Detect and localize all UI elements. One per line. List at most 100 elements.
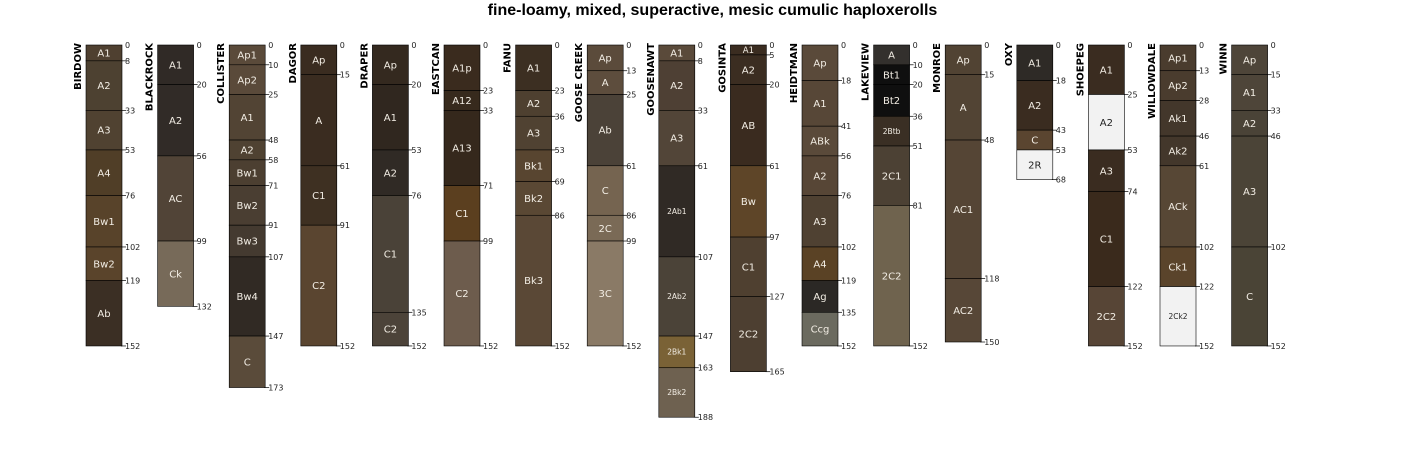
horizon-c2 xyxy=(300,224,338,347)
horizon-label: Ak1 xyxy=(1169,114,1188,125)
horizon-label: 2C xyxy=(599,224,612,235)
horizon-label: A2 xyxy=(97,81,110,92)
horizon-label: A2 xyxy=(670,81,683,92)
horizon-label: A4 xyxy=(97,168,110,179)
horizon-label: C1 xyxy=(1100,235,1113,246)
depth-label: 25 xyxy=(1127,91,1137,100)
horizon-label: A1p xyxy=(452,63,472,74)
horizon-2ck2 xyxy=(1159,286,1197,347)
horizon-ck xyxy=(157,240,194,307)
horizon-label: Ap1 xyxy=(237,51,257,62)
depth-label: 61 xyxy=(1199,162,1209,171)
depth-label: 122 xyxy=(1199,283,1214,292)
depth-label: 25 xyxy=(268,91,278,100)
horizon-label: 2Ck2 xyxy=(1168,312,1187,321)
depth-label: 43 xyxy=(1056,126,1066,135)
depth-label: 13 xyxy=(626,67,636,76)
depth-label: 0 xyxy=(411,41,416,50)
horizon-label: A1 xyxy=(241,113,254,124)
depth-label: 0 xyxy=(769,41,774,50)
depth-label: 0 xyxy=(1056,41,1061,50)
horizon-label: Ccg xyxy=(811,325,830,336)
depth-label: 91 xyxy=(268,221,278,230)
horizon-label: Bw xyxy=(741,197,756,208)
horizon-label: A xyxy=(888,51,895,62)
horizon-ap xyxy=(801,44,839,81)
depth-label: 5 xyxy=(769,51,774,60)
horizon-bk3 xyxy=(515,214,552,347)
horizon-a1 xyxy=(157,44,194,85)
horizon-abk xyxy=(801,125,839,157)
depth-label: 147 xyxy=(698,332,713,341)
horizon-bw xyxy=(730,165,767,238)
depth-label: 41 xyxy=(841,122,851,131)
horizon-ab xyxy=(85,280,123,347)
horizon-label: C1 xyxy=(312,191,325,202)
horizon-label: Bw1 xyxy=(93,217,114,228)
horizon-a3 xyxy=(1231,135,1268,248)
depth-label: 107 xyxy=(698,253,713,262)
depth-label: 173 xyxy=(268,384,283,393)
depth-label: 36 xyxy=(555,112,565,121)
horizon-label: C xyxy=(1031,136,1038,147)
depth-label: 28 xyxy=(1199,96,1209,105)
depth-label: 46 xyxy=(1271,132,1281,141)
depth-label: 0 xyxy=(268,41,273,50)
depth-label: 0 xyxy=(125,41,130,50)
horizon-a xyxy=(300,74,338,167)
depth-label: 76 xyxy=(841,191,851,200)
horizon-label: AC2 xyxy=(953,306,973,317)
horizon-label: C1 xyxy=(742,262,755,273)
horizon-label: A1 xyxy=(1028,58,1041,69)
horizon-label: A1 xyxy=(384,113,397,124)
horizon-label: Ap1 xyxy=(1168,53,1188,64)
depth-label: 18 xyxy=(1056,77,1066,86)
profile-name: EASTCAN xyxy=(431,43,442,95)
horizon-label: A3 xyxy=(97,126,110,137)
horizon-ap2 xyxy=(228,64,266,95)
horizon-label: Ab xyxy=(97,309,110,320)
depth-label: 20 xyxy=(913,81,923,90)
horizon-a1p xyxy=(443,44,481,91)
depth-label: 0 xyxy=(913,41,918,50)
profile-shoepeg: SHOEPEG 0 A1 25 A2 53 A3 74 C1 122 2C2 152 xyxy=(1075,41,1142,351)
depth-label: 71 xyxy=(483,182,493,191)
horizon-label: Bw1 xyxy=(236,168,257,179)
horizon-a1 xyxy=(372,84,409,151)
horizon-label: A3 xyxy=(670,134,683,145)
horizon-label: Ap xyxy=(957,55,970,66)
depth-label: 61 xyxy=(698,162,708,171)
depth-label: 97 xyxy=(769,233,779,242)
profile-willowdale: WILLOWDALE 0 Ap1 13 Ap2 28 Ak1 46 Ak2 61 ACk 102 Ck1… xyxy=(1147,41,1214,351)
horizon-label: Ak2 xyxy=(1169,147,1188,158)
profile-goosenawt: GOOSENAWT 0 A1 8 A2 33 A3 61 2Ab1 107 2Ab2 147 2Bk1 1… xyxy=(646,41,713,422)
horizon-bw3 xyxy=(228,224,266,258)
horizon-ack xyxy=(1159,165,1197,248)
horizon-a1 xyxy=(1231,74,1268,111)
depth-label: 99 xyxy=(483,237,493,246)
depth-label: 118 xyxy=(984,275,999,284)
depth-label: 68 xyxy=(1056,176,1066,185)
profile-lakeview: LAKEVIEW 0 A 10 Bt1 20 Bt2 36 2Btb 51 2C1 81 2C2 152 xyxy=(861,41,928,351)
horizon-a3 xyxy=(515,115,552,151)
horizon-bw2 xyxy=(85,246,123,281)
horizon-label: Ag xyxy=(813,292,826,303)
depth-label: 99 xyxy=(197,237,207,246)
depth-label: 152 xyxy=(1199,342,1214,351)
depth-label: 152 xyxy=(340,342,355,351)
horizon-label: 2C2 xyxy=(739,330,759,341)
horizon-a4 xyxy=(85,149,123,196)
horizon-2c1 xyxy=(873,145,910,206)
horizon-c xyxy=(1231,246,1268,347)
profile-eastcan: EASTCAN 0 A1p 23 A12 33 A13 71 C1 99 C2 152 xyxy=(431,41,498,351)
depth-label: 61 xyxy=(626,162,636,171)
horizon-label: 2C2 xyxy=(882,271,902,282)
profile-name: BIRDOW xyxy=(73,43,84,90)
horizon-a2 xyxy=(730,54,767,85)
depth-label: 76 xyxy=(125,191,135,200)
depth-label: 0 xyxy=(1199,41,1204,50)
horizon-ak2 xyxy=(1159,135,1197,167)
horizon-a2 xyxy=(1016,80,1054,131)
horizon-label: Bw4 xyxy=(236,292,257,303)
profile-fanu: FANU 0 A1 23 A2 36 A3 53 Bk1 69 Bk2 86 Bk3 152 xyxy=(503,41,570,351)
